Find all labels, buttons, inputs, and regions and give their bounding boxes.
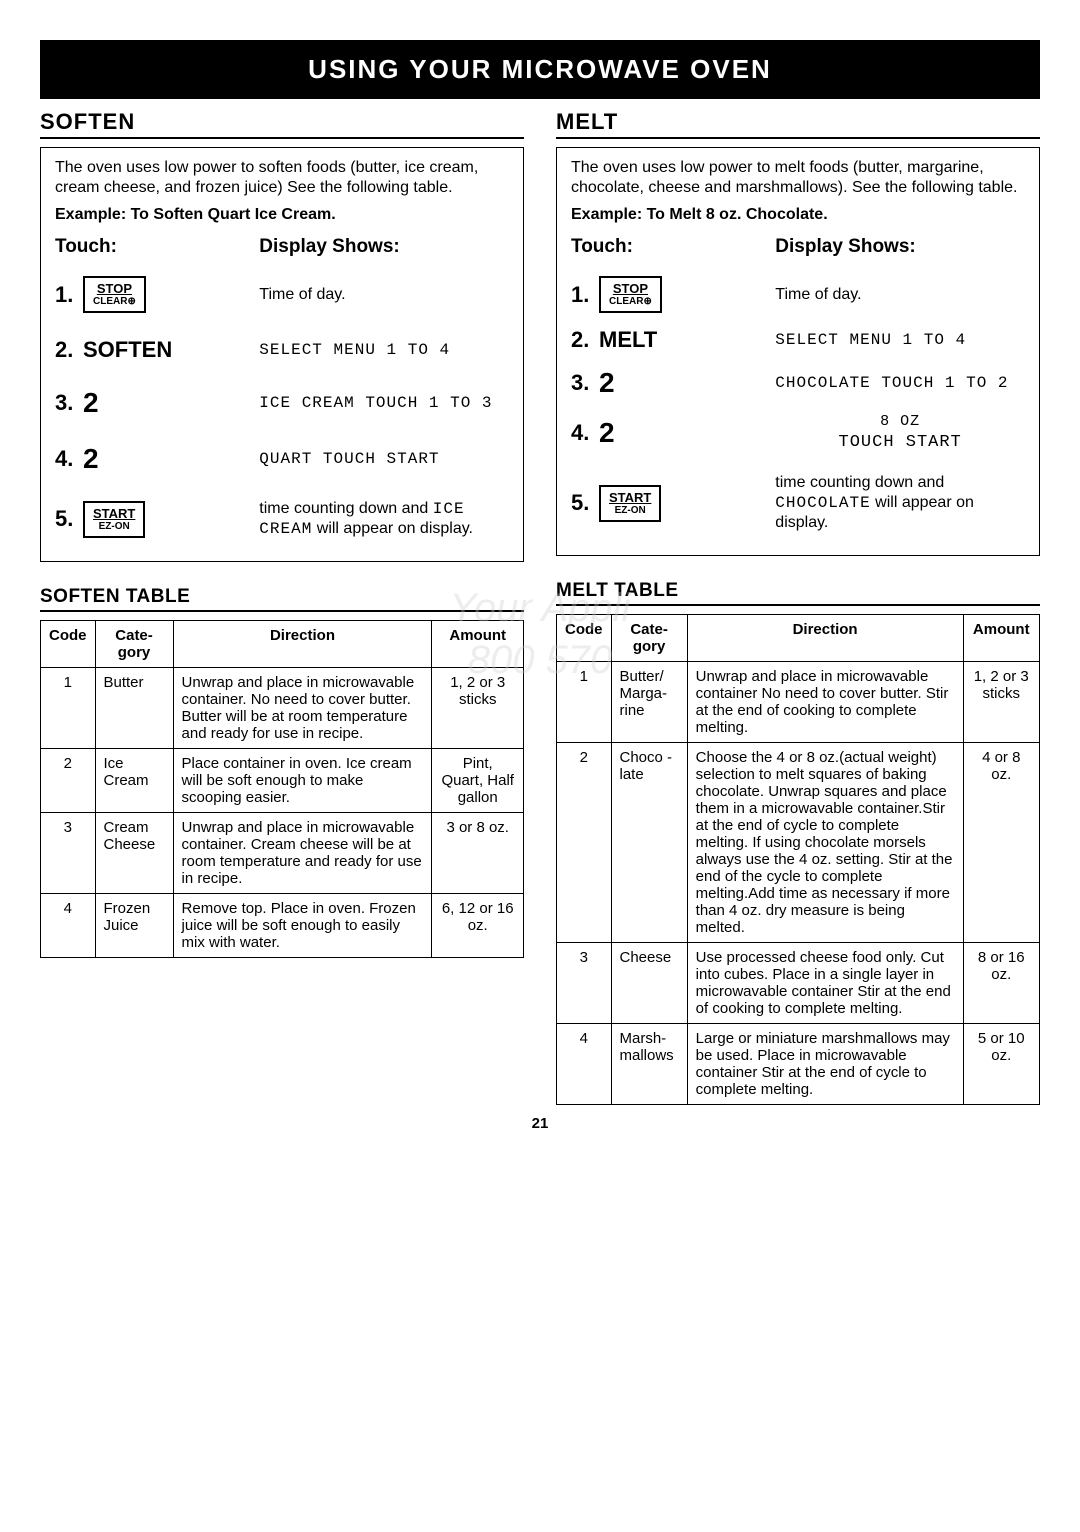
- page-title: USING YOUR MICROWAVE OVEN: [40, 40, 1040, 99]
- step-touch: SOFTEN: [83, 337, 259, 363]
- table-row: 4Frozen JuiceRemove top. Place in oven. …: [41, 894, 524, 958]
- step-number: 4.: [55, 446, 83, 472]
- step-number: 1.: [55, 282, 83, 308]
- step-touch: 2: [599, 367, 775, 399]
- step-display: ICE CREAM TOUCH 1 TO 3: [259, 393, 509, 413]
- table-row: 3CheeseUse processed cheese food only. C…: [557, 943, 1040, 1024]
- col-amount: Amount: [963, 615, 1040, 662]
- col-category: Cate- gory: [95, 621, 173, 668]
- step-touch: 2: [83, 387, 259, 419]
- step-number: 5.: [55, 506, 83, 532]
- step-number: 4.: [571, 420, 599, 446]
- melt-intro: The oven uses low power to melt foods (b…: [571, 158, 1025, 198]
- step-touch: MELT: [599, 327, 775, 353]
- soften-heading: SOFTEN: [40, 109, 524, 139]
- melt-column: MELT The oven uses low power to melt foo…: [556, 109, 1040, 1105]
- step-touch: 2: [83, 443, 259, 475]
- step-display: SELECT MENU 1 TO 4: [259, 340, 509, 360]
- melt-panel: The oven uses low power to melt foods (b…: [556, 147, 1040, 556]
- step-number: 3.: [571, 370, 599, 396]
- page-number: 21: [40, 1115, 1040, 1132]
- touch-header: Touch:: [571, 236, 775, 258]
- table-row: 4Marsh- mallowsLarge or miniature marshm…: [557, 1024, 1040, 1105]
- start-ezon-button: START EZ-ON: [599, 485, 661, 522]
- col-direction: Direction: [687, 615, 963, 662]
- table-row: 2Choco - lateChoose the 4 or 8 oz.(actua…: [557, 743, 1040, 943]
- table-row: 2Ice CreamPlace container in oven. Ice c…: [41, 749, 524, 813]
- stop-clear-button: STOP CLEAR⊕: [83, 276, 146, 313]
- melt-heading: MELT: [556, 109, 1040, 139]
- col-code: Code: [41, 621, 96, 668]
- step-number: 2.: [571, 327, 599, 353]
- table-row: 1ButterUnwrap and place in microwavable …: [41, 668, 524, 749]
- melt-table-title: MELT TABLE: [556, 580, 1040, 606]
- table-row: 1Butter/ Marga- rineUnwrap and place in …: [557, 662, 1040, 743]
- display-header: Display Shows:: [775, 236, 1025, 258]
- step-number: 1.: [571, 282, 599, 308]
- step-number: 5.: [571, 490, 599, 516]
- step-display: QUART TOUCH START: [259, 449, 509, 469]
- display-header: Display Shows:: [259, 236, 509, 258]
- melt-table: Code Cate- gory Direction Amount 1Butter…: [556, 614, 1040, 1105]
- table-row: 3Cream CheeseUnwrap and place in microwa…: [41, 813, 524, 894]
- col-category: Cate- gory: [611, 615, 687, 662]
- melt-example: Example: To Melt 8 oz. Chocolate.: [571, 206, 1025, 224]
- step-touch: 2: [599, 417, 775, 449]
- step-display: CHOCOLATE TOUCH 1 TO 2: [775, 373, 1025, 393]
- soften-intro: The oven uses low power to soften foods …: [55, 158, 509, 198]
- step-display: SELECT MENU 1 TO 4: [775, 330, 1025, 350]
- step-display: Time of day.: [775, 285, 1025, 305]
- soften-table: Code Cate- gory Direction Amount 1Butter…: [40, 620, 524, 958]
- step-number: 2.: [55, 337, 83, 363]
- start-ezon-button: START EZ-ON: [83, 501, 145, 538]
- soften-example: Example: To Soften Quart Ice Cream.: [55, 206, 509, 224]
- col-code: Code: [557, 615, 612, 662]
- soften-panel: The oven uses low power to soften foods …: [40, 147, 524, 562]
- step-display: Time of day.: [259, 285, 509, 305]
- soften-column: SOFTEN The oven uses low power to soften…: [40, 109, 524, 1105]
- step-number: 3.: [55, 390, 83, 416]
- step-display: 8 Oz TOUCH START: [775, 413, 1025, 453]
- touch-header: Touch:: [55, 236, 259, 258]
- col-amount: Amount: [432, 621, 524, 668]
- step-display: time counting down and ICE CREAM will ap…: [259, 499, 509, 539]
- col-direction: Direction: [173, 621, 432, 668]
- soften-table-title: SOFTEN TABLE: [40, 586, 524, 612]
- step-display: time counting down and CHOCOLATE will ap…: [775, 473, 1025, 533]
- stop-clear-button: STOP CLEAR⊕: [599, 276, 662, 313]
